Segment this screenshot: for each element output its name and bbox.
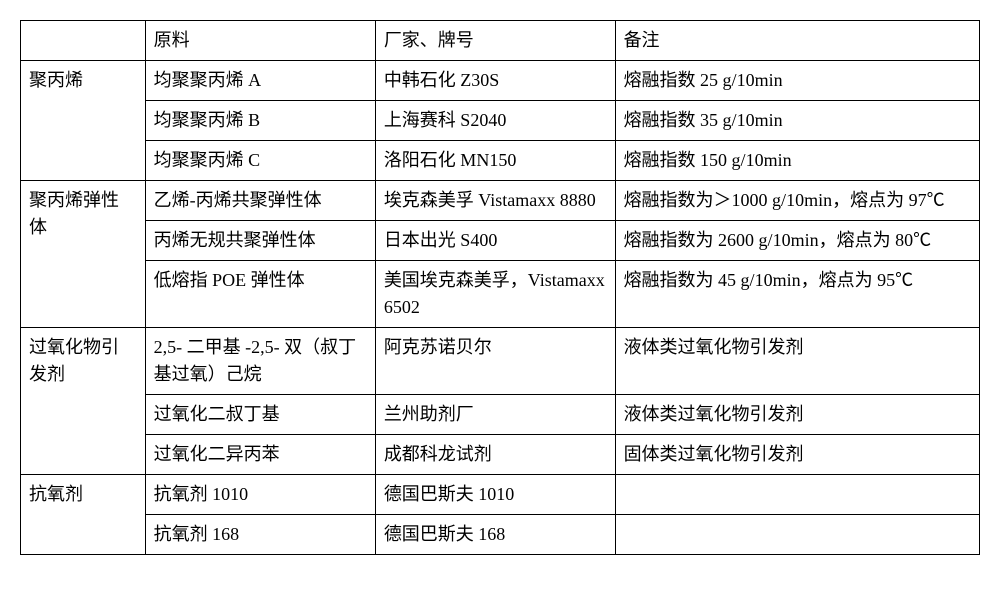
note-cell: 熔融指数为 45 g/10min，熔点为 95℃ bbox=[615, 261, 979, 328]
table-row: 抗氧剂 168德国巴斯夫 168 bbox=[21, 515, 980, 555]
header-col1: 原料 bbox=[145, 21, 375, 61]
table-row: 均聚聚丙烯 C洛阳石化 MN150熔融指数 150 g/10min bbox=[21, 141, 980, 181]
header-empty bbox=[21, 21, 146, 61]
table-row: 聚丙烯弹性体乙烯-丙烯共聚弹性体埃克森美孚 Vistamaxx 8880熔融指数… bbox=[21, 181, 980, 221]
material-cell: 均聚聚丙烯 C bbox=[145, 141, 375, 181]
group-label: 聚丙烯 bbox=[21, 61, 146, 181]
note-cell: 熔融指数 150 g/10min bbox=[615, 141, 979, 181]
note-cell: 熔融指数为＞1000 g/10min，熔点为 97℃ bbox=[615, 181, 979, 221]
material-cell: 均聚聚丙烯 A bbox=[145, 61, 375, 101]
group-label: 过氧化物引发剂 bbox=[21, 328, 146, 475]
maker-cell: 德国巴斯夫 168 bbox=[375, 515, 615, 555]
table-row: 过氧化二叔丁基兰州助剂厂液体类过氧化物引发剂 bbox=[21, 395, 980, 435]
material-cell: 低熔指 POE 弹性体 bbox=[145, 261, 375, 328]
maker-cell: 中韩石化 Z30S bbox=[375, 61, 615, 101]
table-row: 丙烯无规共聚弹性体日本出光 S400熔融指数为 2600 g/10min，熔点为… bbox=[21, 221, 980, 261]
materials-table: 原料厂家、牌号备注聚丙烯均聚聚丙烯 A中韩石化 Z30S熔融指数 25 g/10… bbox=[20, 20, 980, 555]
group-label: 聚丙烯弹性体 bbox=[21, 181, 146, 328]
note-cell: 液体类过氧化物引发剂 bbox=[615, 395, 979, 435]
header-col3: 备注 bbox=[615, 21, 979, 61]
maker-cell: 日本出光 S400 bbox=[375, 221, 615, 261]
maker-cell: 洛阳石化 MN150 bbox=[375, 141, 615, 181]
note-cell: 熔融指数 25 g/10min bbox=[615, 61, 979, 101]
group-label: 抗氧剂 bbox=[21, 475, 146, 555]
note-cell: 熔融指数 35 g/10min bbox=[615, 101, 979, 141]
maker-cell: 兰州助剂厂 bbox=[375, 395, 615, 435]
note-cell: 熔融指数为 2600 g/10min，熔点为 80℃ bbox=[615, 221, 979, 261]
table-body: 原料厂家、牌号备注聚丙烯均聚聚丙烯 A中韩石化 Z30S熔融指数 25 g/10… bbox=[21, 21, 980, 555]
maker-cell: 德国巴斯夫 1010 bbox=[375, 475, 615, 515]
maker-cell: 成都科龙试剂 bbox=[375, 435, 615, 475]
material-cell: 乙烯-丙烯共聚弹性体 bbox=[145, 181, 375, 221]
header-col2: 厂家、牌号 bbox=[375, 21, 615, 61]
table-row: 抗氧剂抗氧剂 1010德国巴斯夫 1010 bbox=[21, 475, 980, 515]
note-cell: 固体类过氧化物引发剂 bbox=[615, 435, 979, 475]
table-row: 过氧化物引发剂2,5- 二甲基 -2,5- 双（叔丁基过氧）己烷阿克苏诺贝尔液体… bbox=[21, 328, 980, 395]
material-cell: 抗氧剂 1010 bbox=[145, 475, 375, 515]
materials-table-wrapper: 原料厂家、牌号备注聚丙烯均聚聚丙烯 A中韩石化 Z30S熔融指数 25 g/10… bbox=[20, 20, 980, 555]
note-cell: 液体类过氧化物引发剂 bbox=[615, 328, 979, 395]
maker-cell: 阿克苏诺贝尔 bbox=[375, 328, 615, 395]
table-row: 聚丙烯均聚聚丙烯 A中韩石化 Z30S熔融指数 25 g/10min bbox=[21, 61, 980, 101]
table-header-row: 原料厂家、牌号备注 bbox=[21, 21, 980, 61]
maker-cell: 美国埃克森美孚，Vistamaxx 6502 bbox=[375, 261, 615, 328]
material-cell: 过氧化二叔丁基 bbox=[145, 395, 375, 435]
maker-cell: 上海赛科 S2040 bbox=[375, 101, 615, 141]
material-cell: 抗氧剂 168 bbox=[145, 515, 375, 555]
table-row: 过氧化二异丙苯成都科龙试剂固体类过氧化物引发剂 bbox=[21, 435, 980, 475]
note-cell bbox=[615, 475, 979, 515]
material-cell: 过氧化二异丙苯 bbox=[145, 435, 375, 475]
maker-cell: 埃克森美孚 Vistamaxx 8880 bbox=[375, 181, 615, 221]
material-cell: 2,5- 二甲基 -2,5- 双（叔丁基过氧）己烷 bbox=[145, 328, 375, 395]
material-cell: 均聚聚丙烯 B bbox=[145, 101, 375, 141]
table-row: 低熔指 POE 弹性体美国埃克森美孚，Vistamaxx 6502熔融指数为 4… bbox=[21, 261, 980, 328]
material-cell: 丙烯无规共聚弹性体 bbox=[145, 221, 375, 261]
note-cell bbox=[615, 515, 979, 555]
table-row: 均聚聚丙烯 B上海赛科 S2040熔融指数 35 g/10min bbox=[21, 101, 980, 141]
